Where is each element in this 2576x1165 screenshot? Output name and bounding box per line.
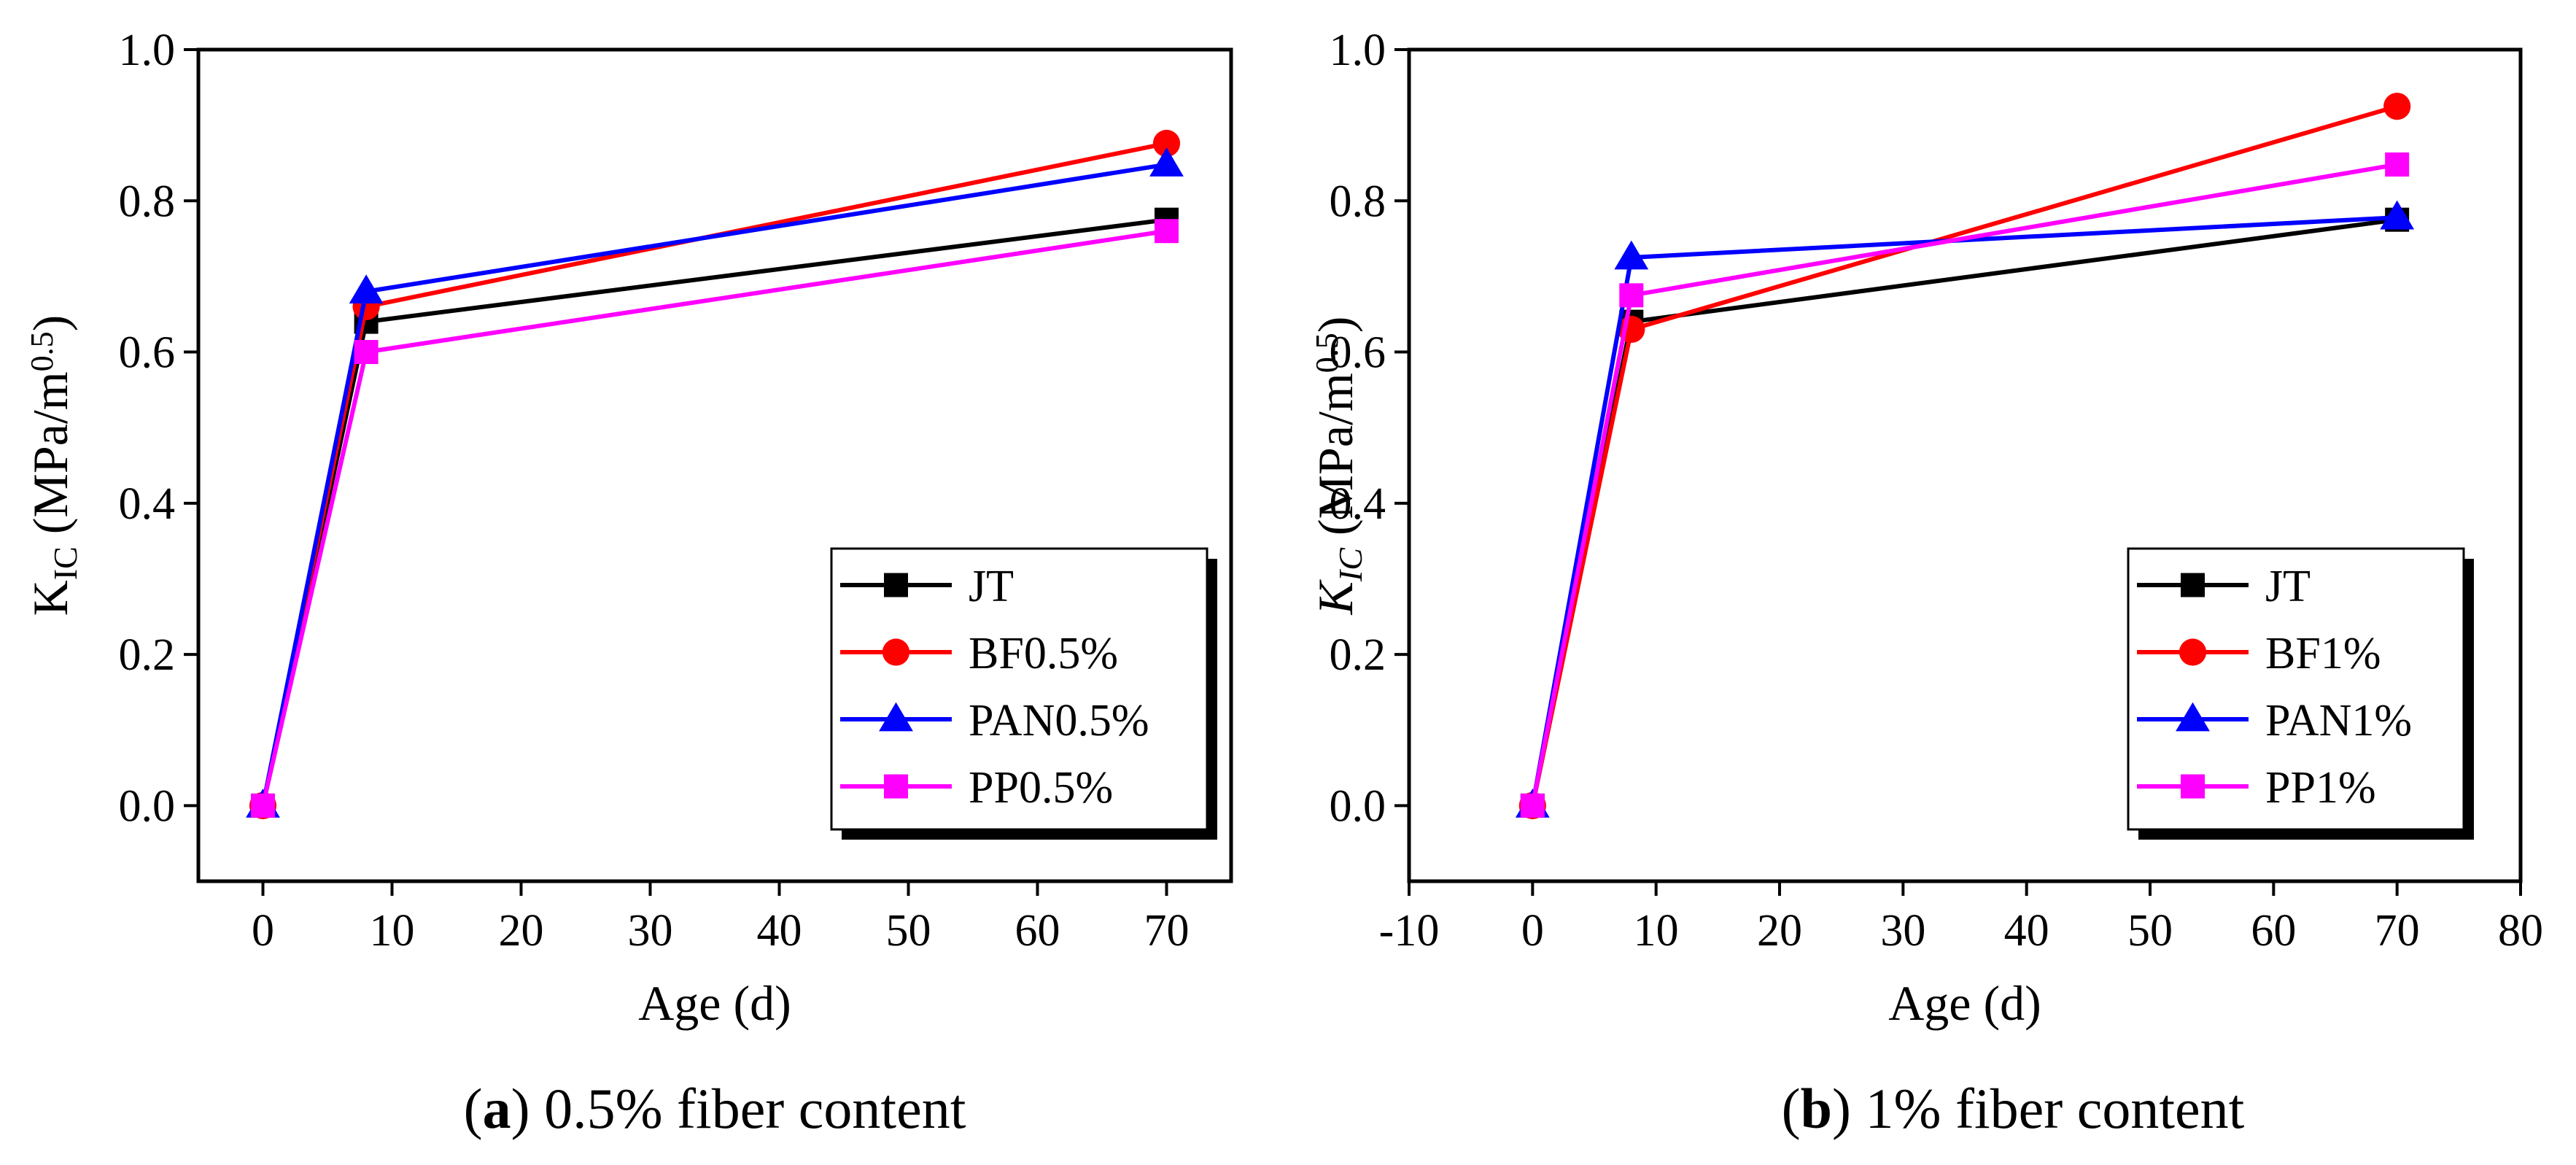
- chart-b-y-tick-label: 0.4: [1330, 479, 1386, 529]
- panel-a: 0 10 20 30 40 50 60 70 0.0 0.2 0.4 0.6 0.8 1.0 Age (d)…: [23, 26, 1233, 1140]
- chart-b-series-3-point: [2385, 152, 2410, 177]
- chart-a-y-tick-label: 0.6: [119, 328, 176, 378]
- chart-b-series-2-point: [1614, 240, 1649, 270]
- chart-b-legend-marker-0: [2181, 573, 2205, 597]
- chart-b-x-tick-label: 10: [1634, 906, 1679, 956]
- panel-b: -10 0 10 20 30 40 50 60 70 80 0.0 0.2 0.4 0.6 0.8 1.0 Ag…: [1308, 26, 2543, 1140]
- chart-a-x-tick-label: 20: [499, 906, 544, 956]
- chart-b-y-tick-label: 0.2: [1330, 630, 1386, 680]
- chart-a-x-tick-label: 10: [370, 906, 415, 956]
- chart-b-series-2-point: [2380, 200, 2415, 230]
- chart-b-x-tick-label: 70: [2375, 906, 2420, 956]
- chart-b-series-3-point: [1619, 283, 1644, 308]
- chart-a-x-tick-label: 50: [886, 906, 931, 956]
- chart-a-x-tick-label: 30: [628, 906, 673, 956]
- chart-b-y-tick-label: 1.0: [1330, 26, 1386, 75]
- chart-b-x-axis-title: Age (d): [1888, 975, 2041, 1031]
- chart-a-x-axis-title: Age (d): [638, 975, 791, 1031]
- chart-a-x-tick-label: 70: [1144, 906, 1190, 956]
- chart-b-legend-label-3: PP1%: [2265, 763, 2376, 813]
- chart-a-legend-label-2: PAN0.5%: [969, 696, 1149, 746]
- chart-b-caption: (b) 1% fiber content: [1782, 1077, 2245, 1140]
- chart-a-y-tick-label: 1.0: [119, 26, 176, 75]
- chart-a-x-tick-label: 40: [757, 906, 802, 956]
- chart-a-legend-label-3: PP0.5%: [969, 763, 1113, 813]
- chart-a-y-tick-label: 0.4: [119, 479, 176, 529]
- chart-a-series-3-point: [251, 793, 275, 818]
- chart-a-plot-frame: [196, 47, 1233, 883]
- chart-a-legend-marker-3: [884, 774, 908, 799]
- chart-a-y-tick-label: 0.8: [119, 177, 176, 226]
- chart-a-series-3-point: [354, 340, 379, 365]
- chart-b-legend-marker-2: [2176, 702, 2210, 732]
- chart-b-legend-label-2: PAN1%: [2265, 696, 2412, 746]
- chart-b-y-tick-label: 0.8: [1330, 177, 1386, 226]
- chart-b-legend-label-0: JT: [2265, 562, 2311, 611]
- chart-b-x-tick-label: 60: [2251, 906, 2296, 956]
- chart-b-x-tick-label: 80: [2498, 906, 2543, 956]
- chart-a-series-3-point: [1155, 219, 1179, 244]
- chart-a-caption: (a) 0.5% fiber content: [464, 1077, 966, 1140]
- chart-a-series-2-point: [1149, 147, 1184, 177]
- chart-b-y-tick-label: 0.0: [1330, 781, 1386, 831]
- chart-b-x-tick-label: 40: [2004, 906, 2049, 956]
- chart-a-series-1-point: [1152, 129, 1181, 158]
- chart-b-legend-marker-1: [2179, 638, 2207, 666]
- chart-a-x-tick-label: 0: [252, 906, 274, 956]
- chart-a-y-tick-label: 0.0: [119, 781, 176, 831]
- chart-b-series-3-point: [1520, 793, 1545, 818]
- chart-b-x-tick-label: 20: [1757, 906, 1802, 956]
- chart-a-legend-label-0: JT: [969, 562, 1014, 611]
- chart-b-y-tick-label: 0.6: [1330, 328, 1386, 378]
- chart-b-legend-label-1: BF1%: [2265, 629, 2381, 678]
- chart-a-legend-marker-2: [879, 702, 913, 732]
- chart-a-legend-marker-1: [882, 638, 910, 666]
- chart-a-series-2-point: [349, 274, 384, 304]
- chart-b-y-axis-title: KIC (MPa/m0.5): [1308, 317, 1369, 616]
- chart-b-plot-frame: [1407, 47, 2523, 883]
- chart-b-legend-marker-3: [2181, 774, 2205, 799]
- chart-b-x-tick-label: 0: [1521, 906, 1544, 956]
- chart-a-legend-label-1: BF0.5%: [969, 629, 1118, 678]
- chart-b-x-tick-label: 50: [2127, 906, 2173, 956]
- chart-a-y-axis-title: KIC (MPa/m0.5): [23, 315, 84, 616]
- chart-b-series-1-point: [2383, 93, 2411, 120]
- chart-b-x-tick-label: 30: [1880, 906, 1925, 956]
- chart-a-x-tick-label: 60: [1015, 906, 1060, 956]
- chart-a-y-tick-label: 0.2: [119, 630, 176, 680]
- chart-a-legend-marker-0: [884, 573, 908, 597]
- chart-b-x-tick-label: -10: [1379, 906, 1440, 956]
